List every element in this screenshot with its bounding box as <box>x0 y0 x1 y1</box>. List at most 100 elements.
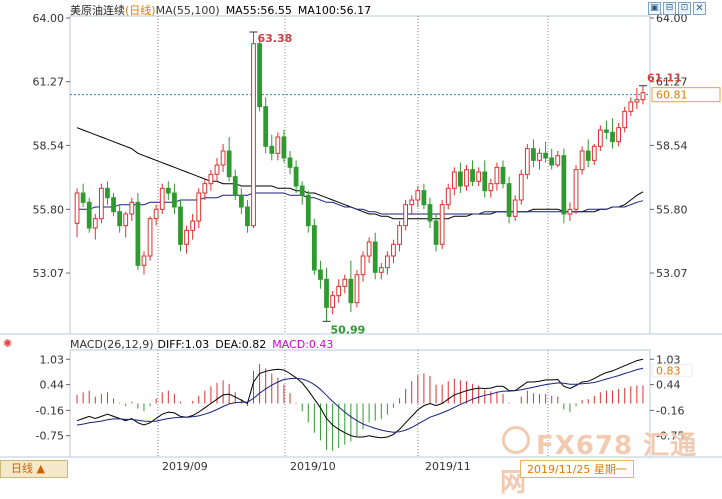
candle-body <box>147 218 153 257</box>
candle-body <box>251 43 256 227</box>
candle-body <box>238 194 244 208</box>
price-tick-label-left: 55.80 <box>33 203 65 216</box>
candle-body <box>524 148 530 175</box>
candle-body <box>324 278 329 308</box>
candle-body <box>622 110 628 129</box>
candle-body <box>293 166 299 187</box>
candle-body <box>506 183 512 217</box>
macd-panel <box>76 358 644 451</box>
candle-body <box>597 129 603 147</box>
candle-body <box>153 208 159 220</box>
candle-body <box>117 211 123 227</box>
last-price-label: 60.81 <box>656 89 688 102</box>
candle-body <box>421 190 427 206</box>
candle-body <box>415 190 421 201</box>
price-tick-label-left: 58.54 <box>33 139 65 152</box>
candle-body <box>141 255 147 266</box>
candle-body <box>634 99 640 103</box>
candle-body <box>476 171 482 182</box>
price-tick-label-left: 53.07 <box>33 267 65 280</box>
candle-body <box>178 206 183 245</box>
expand-icon[interactable]: ⊡ <box>678 2 691 15</box>
collapse-icon[interactable]: ⊟ <box>663 2 676 15</box>
candle-body <box>549 157 555 166</box>
candle-body <box>232 176 238 196</box>
candle-body <box>92 218 98 229</box>
candle-body <box>208 173 214 185</box>
candle-body <box>105 187 110 199</box>
x-axis-date-label: 2019/09 <box>162 460 208 473</box>
candle-body <box>159 187 165 210</box>
macd-dea-line <box>76 367 644 433</box>
candle-body <box>348 278 354 304</box>
x-axis-date-label: 2019/10 <box>290 460 336 473</box>
candle-body <box>604 129 609 133</box>
candle-body <box>397 225 402 245</box>
candle-body <box>257 43 262 108</box>
candle-body <box>427 204 433 222</box>
candle-body <box>287 157 293 168</box>
candle-body <box>275 136 281 154</box>
low-label: 50.99 <box>331 323 366 336</box>
candle-body <box>318 269 323 280</box>
ma100-value: MA100:56.17 <box>297 4 372 17</box>
candle-body <box>214 164 220 175</box>
watermark-logo-icon <box>502 426 530 454</box>
period-selector-button[interactable]: 日线 ▲ <box>0 460 68 478</box>
last-high-label: 61.11 <box>647 72 682 85</box>
candle-body <box>403 204 409 227</box>
candle-body <box>451 171 457 189</box>
candle-body <box>458 171 463 187</box>
candle-body <box>129 201 135 215</box>
close-icon[interactable]: ✕ <box>693 2 706 15</box>
candle-body <box>518 173 524 201</box>
candle-body <box>98 187 104 220</box>
candle-body <box>360 255 366 276</box>
ma100-line <box>77 192 644 215</box>
candle-body <box>281 136 287 159</box>
candle-body <box>384 255 390 269</box>
macd-dea-value: DEA:0.82 <box>215 338 267 351</box>
macd-tick-label-left: -0.16 <box>36 404 64 417</box>
candle-body <box>543 152 548 159</box>
candle-body <box>640 92 646 101</box>
period-tag: (日线) <box>125 4 156 17</box>
candle-body <box>464 169 469 187</box>
candle-body <box>123 213 129 227</box>
last-price-box <box>651 87 721 103</box>
moving-average-lines <box>76 127 644 220</box>
ma55-value: MA55:56.55 <box>225 4 292 17</box>
candle-body <box>190 220 196 231</box>
macd-marker-box <box>651 363 693 377</box>
price-header: 美原油连续(日线)MA(55,100) MA55:56.55 MA100:56.17 <box>70 2 371 18</box>
candle-body <box>269 145 275 154</box>
macd-diff-value: DIFF:1.03 <box>157 338 210 351</box>
candle-body <box>336 285 342 297</box>
price-tick-label-left: 64.00 <box>33 12 65 25</box>
candle-body <box>567 208 573 215</box>
candle-body <box>299 185 305 196</box>
candle-body <box>372 241 378 273</box>
candle-body <box>378 267 384 273</box>
price-tick-label-right: 55.80 <box>656 203 688 216</box>
candle-body <box>263 106 269 147</box>
candle-body <box>86 201 92 229</box>
chart-canvas: 64.00 64.00 61.27 61.27 58.54 58.54 55.80 55.80… <box>0 12 722 473</box>
macd-diff-line <box>76 358 644 439</box>
macd-tick-label-right: 0.44 <box>656 379 681 392</box>
watermark: FX678 汇通网 <box>500 425 722 499</box>
candle-body <box>433 220 439 245</box>
candle-body <box>391 243 396 257</box>
candle-body <box>184 229 189 245</box>
candle-body <box>172 192 177 208</box>
macd-tick-label-left: 1.03 <box>40 353 65 366</box>
settings-gear-icon[interactable]: ✺ <box>3 337 13 350</box>
candle-body <box>366 241 372 257</box>
candle-body <box>220 150 226 166</box>
ma-label: MA(55,100) <box>155 4 220 17</box>
candle-body <box>439 204 445 245</box>
candle-body <box>330 295 336 308</box>
candlesticks <box>74 31 647 322</box>
candle-body <box>555 155 561 166</box>
layout-icon[interactable]: ▣ <box>648 2 661 15</box>
